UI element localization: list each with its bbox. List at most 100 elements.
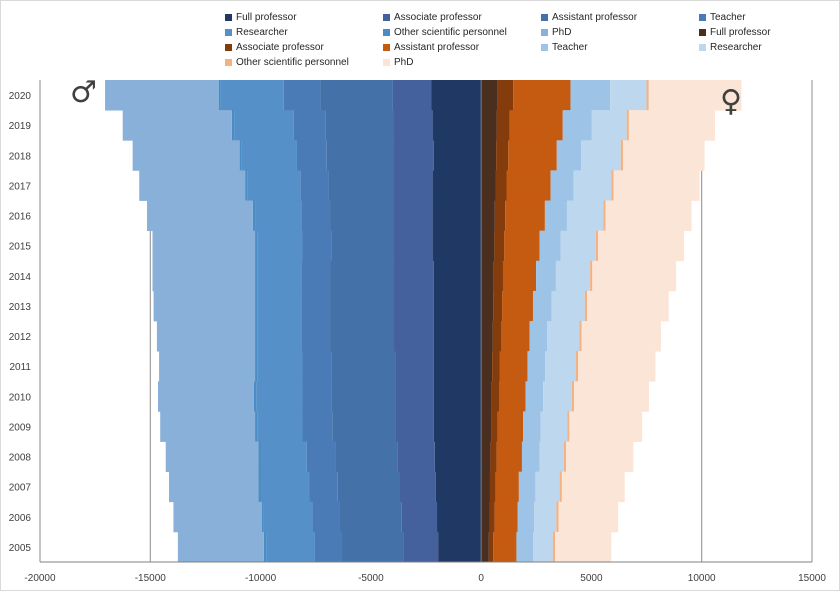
bar-female-teacher: [523, 411, 541, 442]
bar-male-phd: [152, 230, 256, 262]
bar-male-associate-professor: [394, 321, 434, 352]
bar-female-teacher: [532, 290, 552, 322]
legend-label: PhD: [552, 27, 572, 38]
legend-swatch: [383, 59, 390, 66]
bar-female-teacher: [525, 381, 544, 412]
bar-male-other-scientific-personnel: [252, 200, 256, 232]
bar-male-assistant-professor: [341, 531, 404, 563]
bar-male-full-professor: [434, 441, 482, 473]
bar-male-full-professor: [432, 110, 482, 141]
bar-male-researcher: [247, 170, 301, 201]
bar-male-phd: [153, 290, 256, 322]
y-tick-label: 2012: [9, 332, 32, 343]
bar-female-researcher: [534, 501, 557, 533]
bar-male-associate-professor: [392, 80, 432, 111]
bar-male-full-professor: [435, 471, 482, 503]
bar-female-teacher: [521, 441, 540, 473]
bar-male-teacher: [293, 110, 326, 141]
bar-female-full-professor: [481, 80, 498, 111]
bar-male-full-professor: [433, 140, 482, 171]
bar-male-other-scientific-personnel: [255, 260, 258, 292]
y-tick-label: 2019: [9, 121, 32, 132]
bar-male-full-professor: [433, 321, 482, 352]
y-tick-label: 2016: [9, 212, 32, 223]
legend-swatch: [541, 29, 548, 36]
bar-female-full-professor: [481, 170, 496, 201]
bar-female-assistant-professor: [504, 230, 540, 262]
y-tick-label: 2010: [9, 392, 32, 403]
bar-female-assistant-professor: [497, 411, 524, 442]
male-symbol: ♂: [70, 75, 97, 110]
y-tick-label: 2008: [9, 453, 32, 464]
legend-label: Teacher: [552, 42, 588, 53]
bar-male-other-scientific-personnel: [231, 110, 235, 141]
bar-male-full-professor: [432, 230, 482, 262]
bar-male-researcher: [260, 471, 310, 503]
bar-male-phd: [169, 471, 259, 503]
legend-item: Full professor: [225, 12, 297, 23]
bar-female-full-professor: [481, 531, 489, 563]
bar-female-assistant-professor: [502, 290, 533, 322]
legend-label: Researcher: [236, 27, 288, 38]
bar-female-full-professor: [481, 471, 490, 503]
bar-female-phd: [558, 501, 619, 533]
bar-female-full-professor: [481, 110, 497, 141]
legend-swatch: [225, 59, 232, 66]
bar-female-assistant-professor: [513, 80, 571, 111]
x-tick-label: -10000: [245, 573, 277, 584]
bar-male-phd: [105, 80, 219, 111]
bar-female-phd: [605, 200, 692, 232]
bar-female-associate-professor: [492, 351, 500, 382]
bar-male-associate-professor: [394, 170, 433, 201]
x-tick-label: 0: [478, 573, 484, 584]
x-tick-label: 10000: [688, 573, 716, 584]
bar-male-teacher: [314, 531, 342, 563]
bar-male-full-professor: [433, 411, 482, 442]
bar-male-full-professor: [433, 290, 482, 322]
bar-female-associate-professor: [493, 290, 503, 322]
bar-female-phd: [561, 471, 625, 503]
bar-male-associate-professor: [394, 140, 434, 171]
bar-male-phd: [165, 441, 259, 473]
legend-swatch: [699, 44, 706, 51]
bar-female-other-scientific-personnel: [556, 501, 559, 533]
legend-label: Assistant professor: [394, 42, 480, 53]
bar-female-assistant-professor: [496, 441, 522, 473]
legend-swatch: [383, 44, 390, 51]
legend-label: Full professor: [236, 12, 297, 23]
bar-female-phd: [578, 351, 656, 382]
legend-item: Researcher: [699, 42, 762, 53]
bar-female-associate-professor: [495, 170, 507, 201]
x-tick-label: -20000: [24, 573, 56, 584]
bar-female-teacher: [536, 260, 556, 292]
bar-male-other-scientific-personnel: [253, 381, 257, 412]
bar-male-assistant-professor: [330, 290, 395, 322]
legend-label: Associate professor: [236, 42, 324, 53]
bar-female-researcher: [545, 351, 576, 382]
bar-male-teacher: [302, 351, 332, 382]
bar-male-full-professor: [432, 170, 482, 201]
bar-female-other-scientific-personnel: [559, 471, 562, 503]
bar-male-associate-professor: [397, 441, 435, 473]
x-tick-label: 15000: [798, 573, 826, 584]
bar-male-researcher: [260, 441, 307, 473]
bar-female-full-professor: [481, 441, 491, 473]
bar-male-assistant-professor: [339, 501, 402, 533]
bar-male-researcher: [257, 260, 302, 292]
bar-male-associate-professor: [395, 381, 434, 412]
x-tick-label: 5000: [580, 573, 603, 584]
bar-female-researcher: [566, 200, 604, 232]
legend-label: Full professor: [710, 27, 771, 38]
bar-male-associate-professor: [399, 471, 436, 503]
bar-female-teacher: [539, 230, 561, 262]
legend-swatch: [225, 44, 232, 51]
bar-male-researcher: [257, 411, 303, 442]
bar-male-associate-professor: [394, 260, 434, 292]
bar-female-assistant-professor: [499, 381, 526, 412]
bar-male-other-scientific-personnel: [255, 411, 258, 442]
bar-male-researcher: [241, 140, 297, 171]
bar-male-teacher: [312, 501, 340, 533]
bar-female-associate-professor: [497, 80, 514, 111]
x-tick-label: -5000: [358, 573, 384, 584]
bar-male-researcher: [257, 230, 303, 262]
